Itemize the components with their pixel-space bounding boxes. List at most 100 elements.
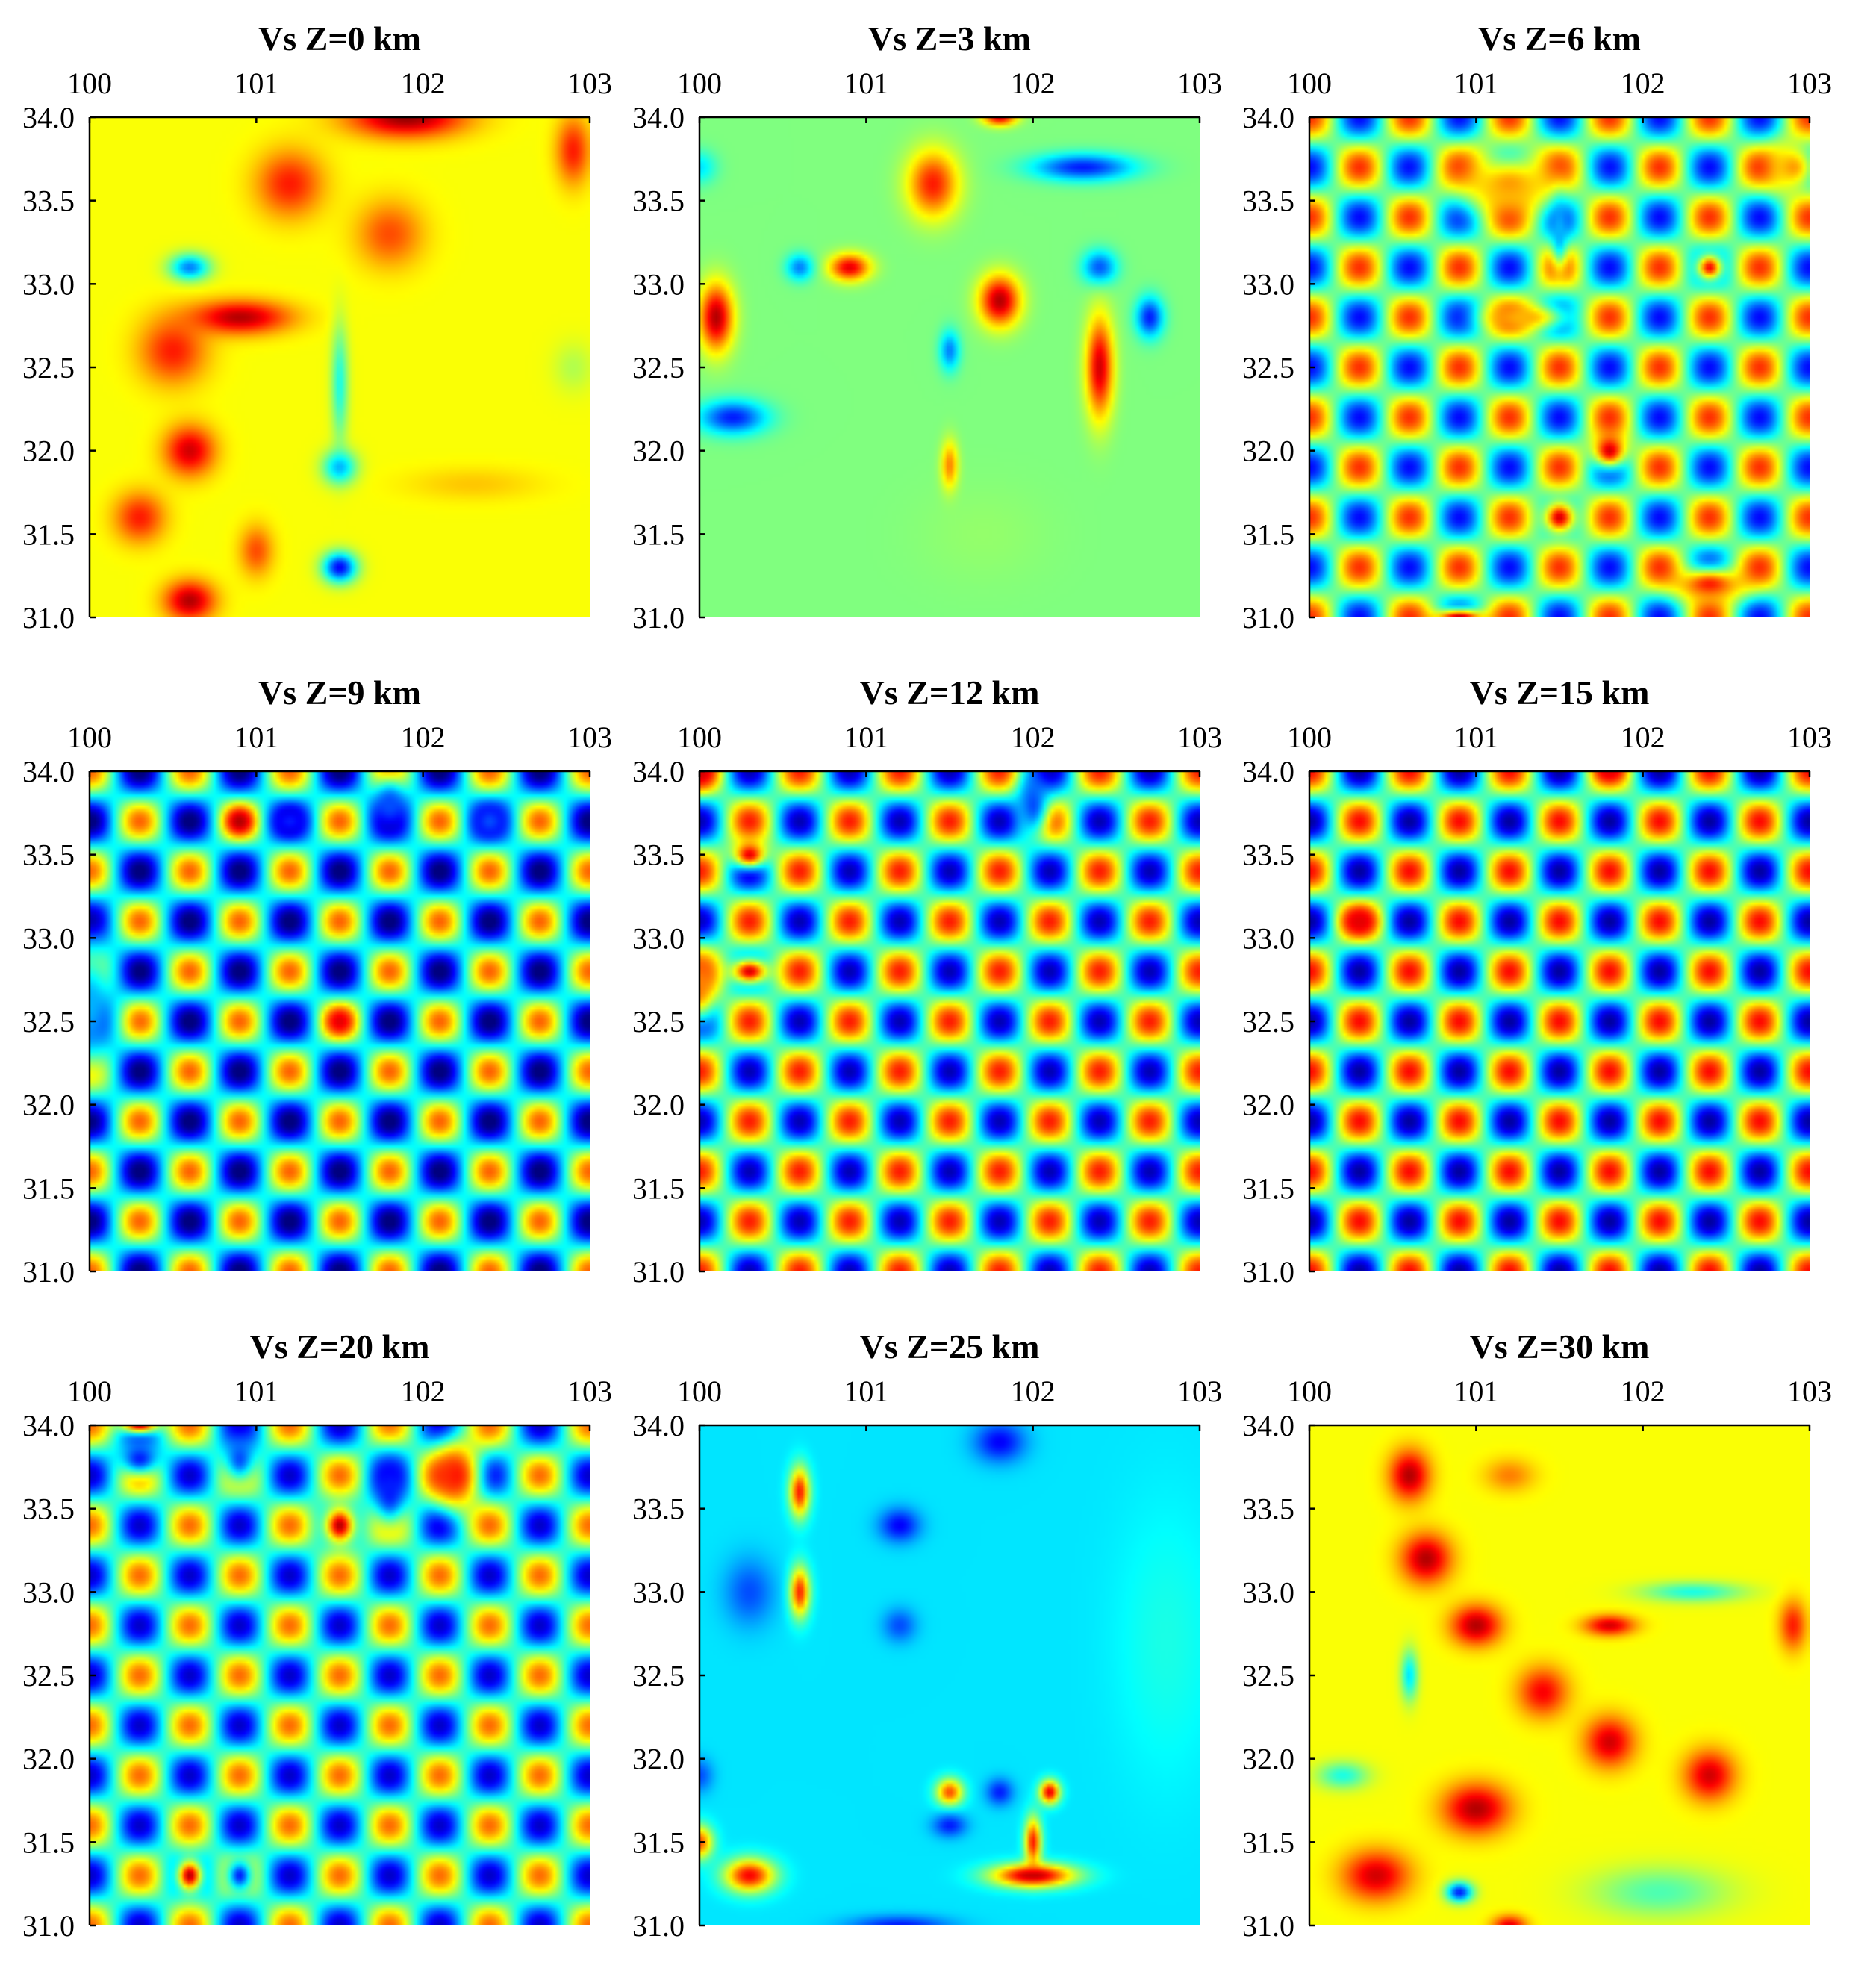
y-tick-label: 32.0 xyxy=(22,1089,75,1122)
panel-depth-30: Vs Z=30 km 100 101 102 103 34.0 33.5 33.0 32.5 32… xyxy=(1242,1327,1832,1943)
y-tick-label: 33.0 xyxy=(22,1575,75,1609)
x-tick-label: 102 xyxy=(1011,66,1056,100)
y-tick-label: 34.0 xyxy=(1242,755,1294,788)
y-tick-label: 32.5 xyxy=(22,1005,75,1039)
y-tick-label: 31.0 xyxy=(1242,601,1294,635)
x-tick-label: 102 xyxy=(1621,1374,1665,1408)
y-tick-label: 31.5 xyxy=(22,1171,75,1205)
heatmap-field xyxy=(699,771,1200,1271)
y-tick-label: 32.5 xyxy=(22,351,75,384)
y-tick-label: 33.0 xyxy=(1242,921,1294,955)
x-tick-label: 101 xyxy=(234,1374,278,1408)
panel-title: Vs Z=30 km xyxy=(1470,1327,1650,1366)
x-tick-label: 103 xyxy=(567,1374,612,1408)
y-tick-label: 32.5 xyxy=(22,1659,75,1693)
x-tick-label: 100 xyxy=(677,66,722,100)
y-tick-label: 31.5 xyxy=(632,517,685,551)
y-tick-label: 33.5 xyxy=(632,838,685,872)
heatmap-field xyxy=(1309,771,1810,1271)
y-tick-label: 33.0 xyxy=(1242,267,1294,301)
panel-title: Vs Z=9 km xyxy=(258,673,421,712)
heatmap-field xyxy=(1309,117,1810,617)
y-tick-label: 32.5 xyxy=(1242,1659,1294,1693)
y-tick-label: 32.5 xyxy=(632,1659,685,1693)
y-tick-label: 33.5 xyxy=(1242,1492,1294,1526)
panel-title: Vs Z=12 km xyxy=(860,673,1040,712)
y-tick-label: 31.5 xyxy=(22,1825,75,1859)
y-tick-label: 33.0 xyxy=(22,921,75,955)
x-tick-label: 101 xyxy=(844,720,888,754)
x-tick-label: 100 xyxy=(1287,1374,1332,1408)
y-tick-label: 33.5 xyxy=(632,1492,685,1526)
heatmap-field xyxy=(1309,1425,1810,1925)
y-tick-label: 31.5 xyxy=(1242,517,1294,551)
panel-title: Vs Z=20 km xyxy=(250,1327,430,1366)
x-tick-label: 103 xyxy=(567,66,612,100)
panel-title: Vs Z=15 km xyxy=(1470,673,1650,712)
y-tick-label: 32.5 xyxy=(1242,1005,1294,1039)
y-tick-label: 34.0 xyxy=(632,755,685,788)
y-tick-label: 32.0 xyxy=(632,1089,685,1122)
y-tick-label: 31.5 xyxy=(632,1171,685,1205)
x-tick-label: 101 xyxy=(234,66,278,100)
y-tick-label: 31.0 xyxy=(22,1255,75,1289)
x-tick-label: 100 xyxy=(1287,720,1332,754)
y-tick-label: 33.5 xyxy=(632,184,685,218)
y-tick-label: 33.5 xyxy=(1242,184,1294,218)
y-tick-label: 34.0 xyxy=(22,755,75,788)
x-tick-label: 100 xyxy=(67,66,112,100)
x-tick-label: 103 xyxy=(1177,66,1222,100)
y-tick-label: 31.0 xyxy=(1242,1909,1294,1943)
x-tick-label: 100 xyxy=(67,1374,112,1408)
y-tick-label: 32.0 xyxy=(632,435,685,468)
y-tick-label: 34.0 xyxy=(632,101,685,134)
panel-depth-6: Vs Z=6 km 100 101 102 103 34.0 33.5 33.0 32.5 32.… xyxy=(1242,19,1832,635)
y-tick-label: 34.0 xyxy=(22,101,75,134)
y-tick-label: 33.5 xyxy=(22,1492,75,1526)
panel-title: Vs Z=0 km xyxy=(258,19,421,57)
panel-depth-25: Vs Z=25 km 100 101 102 103 34.0 33.5 33.0 32.5 32… xyxy=(632,1327,1222,1943)
x-tick-label: 102 xyxy=(401,1374,446,1408)
y-tick-label: 32.0 xyxy=(1242,1743,1294,1776)
x-tick-label: 100 xyxy=(67,720,112,754)
y-tick-label: 31.0 xyxy=(632,1909,685,1943)
y-tick-label: 34.0 xyxy=(22,1409,75,1442)
panel-depth-12: Vs Z=12 km 100 101 102 103 34.0 33.5 33.0 32.5 32… xyxy=(632,673,1222,1289)
panel-depth-9: Vs Z=9 km 100 101 102 103 34.0 33.5 33.0 32.5 32.… xyxy=(22,673,612,1289)
x-tick-label: 101 xyxy=(1453,66,1498,100)
y-tick-label: 33.0 xyxy=(1242,1575,1294,1609)
y-tick-label: 31.5 xyxy=(1242,1171,1294,1205)
x-tick-label: 103 xyxy=(1177,1374,1222,1408)
y-tick-label: 33.0 xyxy=(22,267,75,301)
panel-title: Vs Z=25 km xyxy=(860,1327,1040,1366)
heatmap-field xyxy=(699,117,1200,617)
x-tick-label: 100 xyxy=(677,720,722,754)
y-tick-label: 32.5 xyxy=(632,1005,685,1039)
y-tick-label: 33.0 xyxy=(632,1575,685,1609)
x-tick-label: 102 xyxy=(401,720,446,754)
panel-depth-0: Vs Z=0 km 100 101 102 103 34.0 33.5 33.0 32.5 32.… xyxy=(22,19,612,635)
y-tick-label: 34.0 xyxy=(1242,101,1294,134)
panel-depth-3: Vs Z=3 km 100 101 102 103 34.0 33.5 33.0 32.5 32.… xyxy=(632,19,1222,635)
y-tick-label: 31.0 xyxy=(1242,1255,1294,1289)
y-tick-label: 33.0 xyxy=(632,921,685,955)
x-tick-label: 103 xyxy=(567,720,612,754)
heatmap-field xyxy=(90,117,590,617)
y-tick-label: 32.5 xyxy=(632,351,685,384)
y-tick-label: 31.5 xyxy=(632,1825,685,1859)
y-tick-label: 32.0 xyxy=(22,435,75,468)
y-tick-label: 33.5 xyxy=(22,838,75,872)
x-tick-label: 100 xyxy=(1287,66,1332,100)
y-tick-label: 33.0 xyxy=(632,267,685,301)
x-tick-label: 103 xyxy=(1787,720,1832,754)
x-tick-label: 102 xyxy=(1621,66,1665,100)
y-tick-label: 34.0 xyxy=(632,1409,685,1442)
y-tick-label: 33.5 xyxy=(22,184,75,218)
y-tick-label: 31.5 xyxy=(22,517,75,551)
y-tick-label: 31.0 xyxy=(632,1255,685,1289)
panel-title: Vs Z=6 km xyxy=(1478,19,1641,57)
heatmap-field xyxy=(90,771,590,1271)
x-tick-label: 103 xyxy=(1787,1374,1832,1408)
y-tick-label: 32.0 xyxy=(632,1743,685,1776)
